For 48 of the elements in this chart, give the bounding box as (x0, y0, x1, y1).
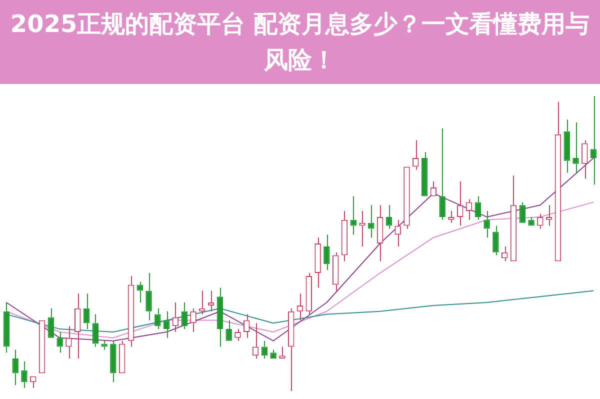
candlestick (564, 119, 570, 174)
candlestick (190, 308, 196, 332)
candlestick (404, 166, 410, 230)
candlestick (244, 314, 250, 338)
candlestick (421, 152, 428, 196)
candlestick (48, 308, 54, 338)
chart-title: 2025正规的配资平台 配资月息多少？一文看懂费用与风险！ (0, 0, 600, 84)
candlestick (92, 314, 99, 348)
candlestick (510, 175, 517, 262)
candlestick (546, 204, 552, 226)
candlestick (74, 293, 81, 360)
candlestick (519, 202, 526, 223)
candlestick (359, 210, 366, 247)
candlestick (554, 101, 562, 262)
candlestick (492, 225, 499, 256)
candlestick (457, 181, 464, 226)
candlestick (314, 237, 321, 288)
candlestick (83, 293, 90, 330)
candlestick (306, 272, 312, 315)
candlestick (146, 272, 152, 321)
candlestick (279, 346, 286, 359)
candlestick (101, 340, 108, 350)
candlestick (572, 122, 579, 174)
candlestick (118, 340, 126, 374)
candlestick (21, 361, 28, 389)
candlestick (216, 287, 224, 348)
candlestick (154, 308, 161, 330)
candlestick (474, 196, 482, 220)
candlestick (288, 308, 294, 392)
candlestick (448, 210, 454, 224)
candlestick (110, 340, 116, 383)
candlestick (208, 290, 214, 312)
candlestick (332, 252, 339, 292)
candlestick (368, 204, 374, 238)
candlestick (484, 210, 490, 238)
candlestick (341, 210, 348, 262)
candlestick (582, 140, 588, 180)
candlestick (199, 290, 206, 315)
candlestick (439, 128, 446, 220)
candlestick (128, 275, 134, 348)
candlestick (226, 320, 232, 341)
candlestick (12, 349, 18, 386)
candlestick (3, 302, 10, 354)
candlestick (324, 234, 330, 271)
candlestick (181, 302, 188, 330)
candlestick (528, 216, 534, 226)
candlestick (376, 204, 384, 262)
candlestick (350, 196, 356, 236)
